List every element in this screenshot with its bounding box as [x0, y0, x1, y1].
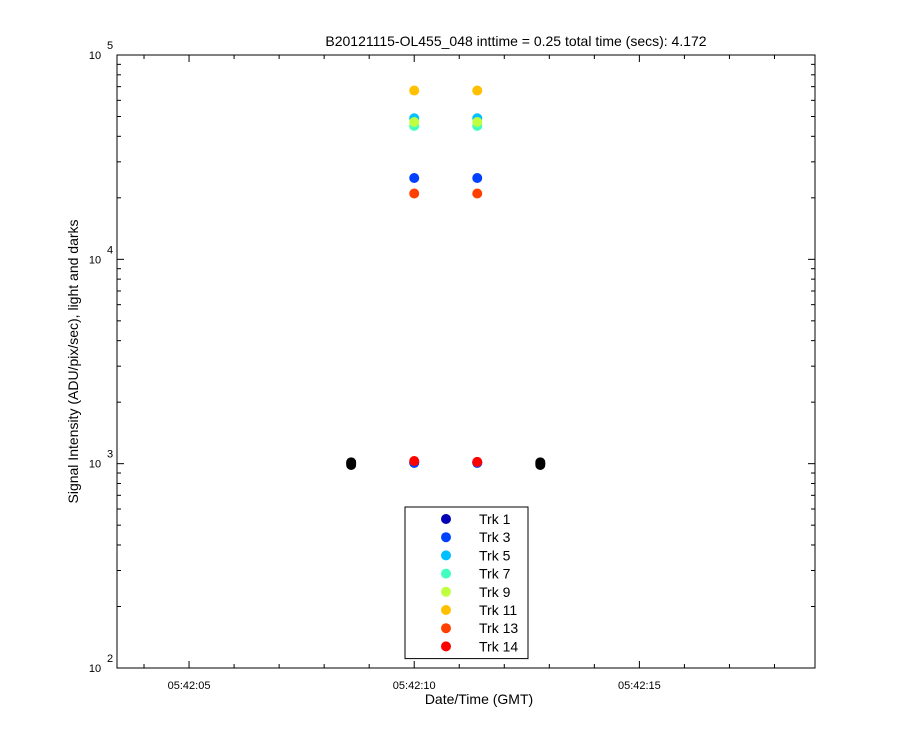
legend-label: Trk 11	[479, 602, 517, 618]
x-tick-label: 05:42:15	[618, 680, 661, 692]
point-trk-9	[472, 117, 483, 128]
y-tick-label-exponent: 3	[107, 449, 113, 461]
data-points	[346, 85, 546, 471]
point-trk-14	[472, 456, 483, 467]
point-trk-14	[409, 456, 420, 467]
axis-ticks: 05:42:05 05:42:10 05:42:15 10 2 10 3 10 4 10 5	[89, 40, 815, 692]
point-trk-13	[472, 188, 483, 199]
x-axis-label: Date/Time (GMT)	[425, 691, 533, 707]
legend-label: Trk 1	[479, 511, 511, 527]
point-trk-11	[409, 85, 420, 96]
y-tick-label-base: 10	[89, 663, 101, 675]
y-tick-label-base: 10	[89, 50, 101, 62]
legend-box	[404, 506, 529, 660]
y-axis-label: Signal Intensity (ADU/pix/sec), light an…	[65, 219, 81, 503]
point-trk-3	[409, 173, 420, 184]
legend-marker	[441, 605, 451, 615]
legend-label: Trk 9	[479, 584, 511, 600]
legend-label: Trk 7	[479, 566, 511, 582]
point-trk-11	[472, 85, 483, 96]
y-tick-label-exponent: 2	[107, 653, 113, 665]
legend-marker	[441, 550, 451, 561]
y-tick-label-base: 10	[89, 459, 101, 471]
x-tick-label: 05:42:05	[168, 680, 211, 692]
point-trk-9	[409, 117, 420, 128]
chart-title: B20121115-OL455_048 inttime = 0.25 total…	[325, 33, 706, 49]
point-trk-13	[409, 188, 420, 199]
dark-point	[535, 457, 546, 468]
legend-label: Trk 3	[479, 529, 511, 545]
legend-label: Trk 13	[479, 620, 518, 636]
legend-marker	[441, 568, 451, 579]
legend-marker	[441, 532, 451, 543]
point-trk-3	[472, 173, 483, 184]
legend-marker	[441, 641, 451, 652]
legend-label: Trk 5	[479, 547, 511, 563]
y-tick-label-exponent: 4	[107, 244, 113, 256]
dark-point	[346, 457, 357, 468]
y-tick-label-exponent: 5	[107, 40, 113, 52]
legend: Trk 1 Trk 3 Trk 5 Trk 7 Trk 9 Trk 11 Trk 13 Trk…	[404, 506, 529, 660]
legend-marker	[441, 586, 451, 597]
y-tick-label-base: 10	[89, 254, 101, 266]
x-tick-label: 05:42:10	[393, 680, 436, 692]
legend-marker	[441, 623, 451, 634]
legend-label: Trk 14	[479, 638, 518, 654]
legend-marker	[441, 514, 451, 524]
